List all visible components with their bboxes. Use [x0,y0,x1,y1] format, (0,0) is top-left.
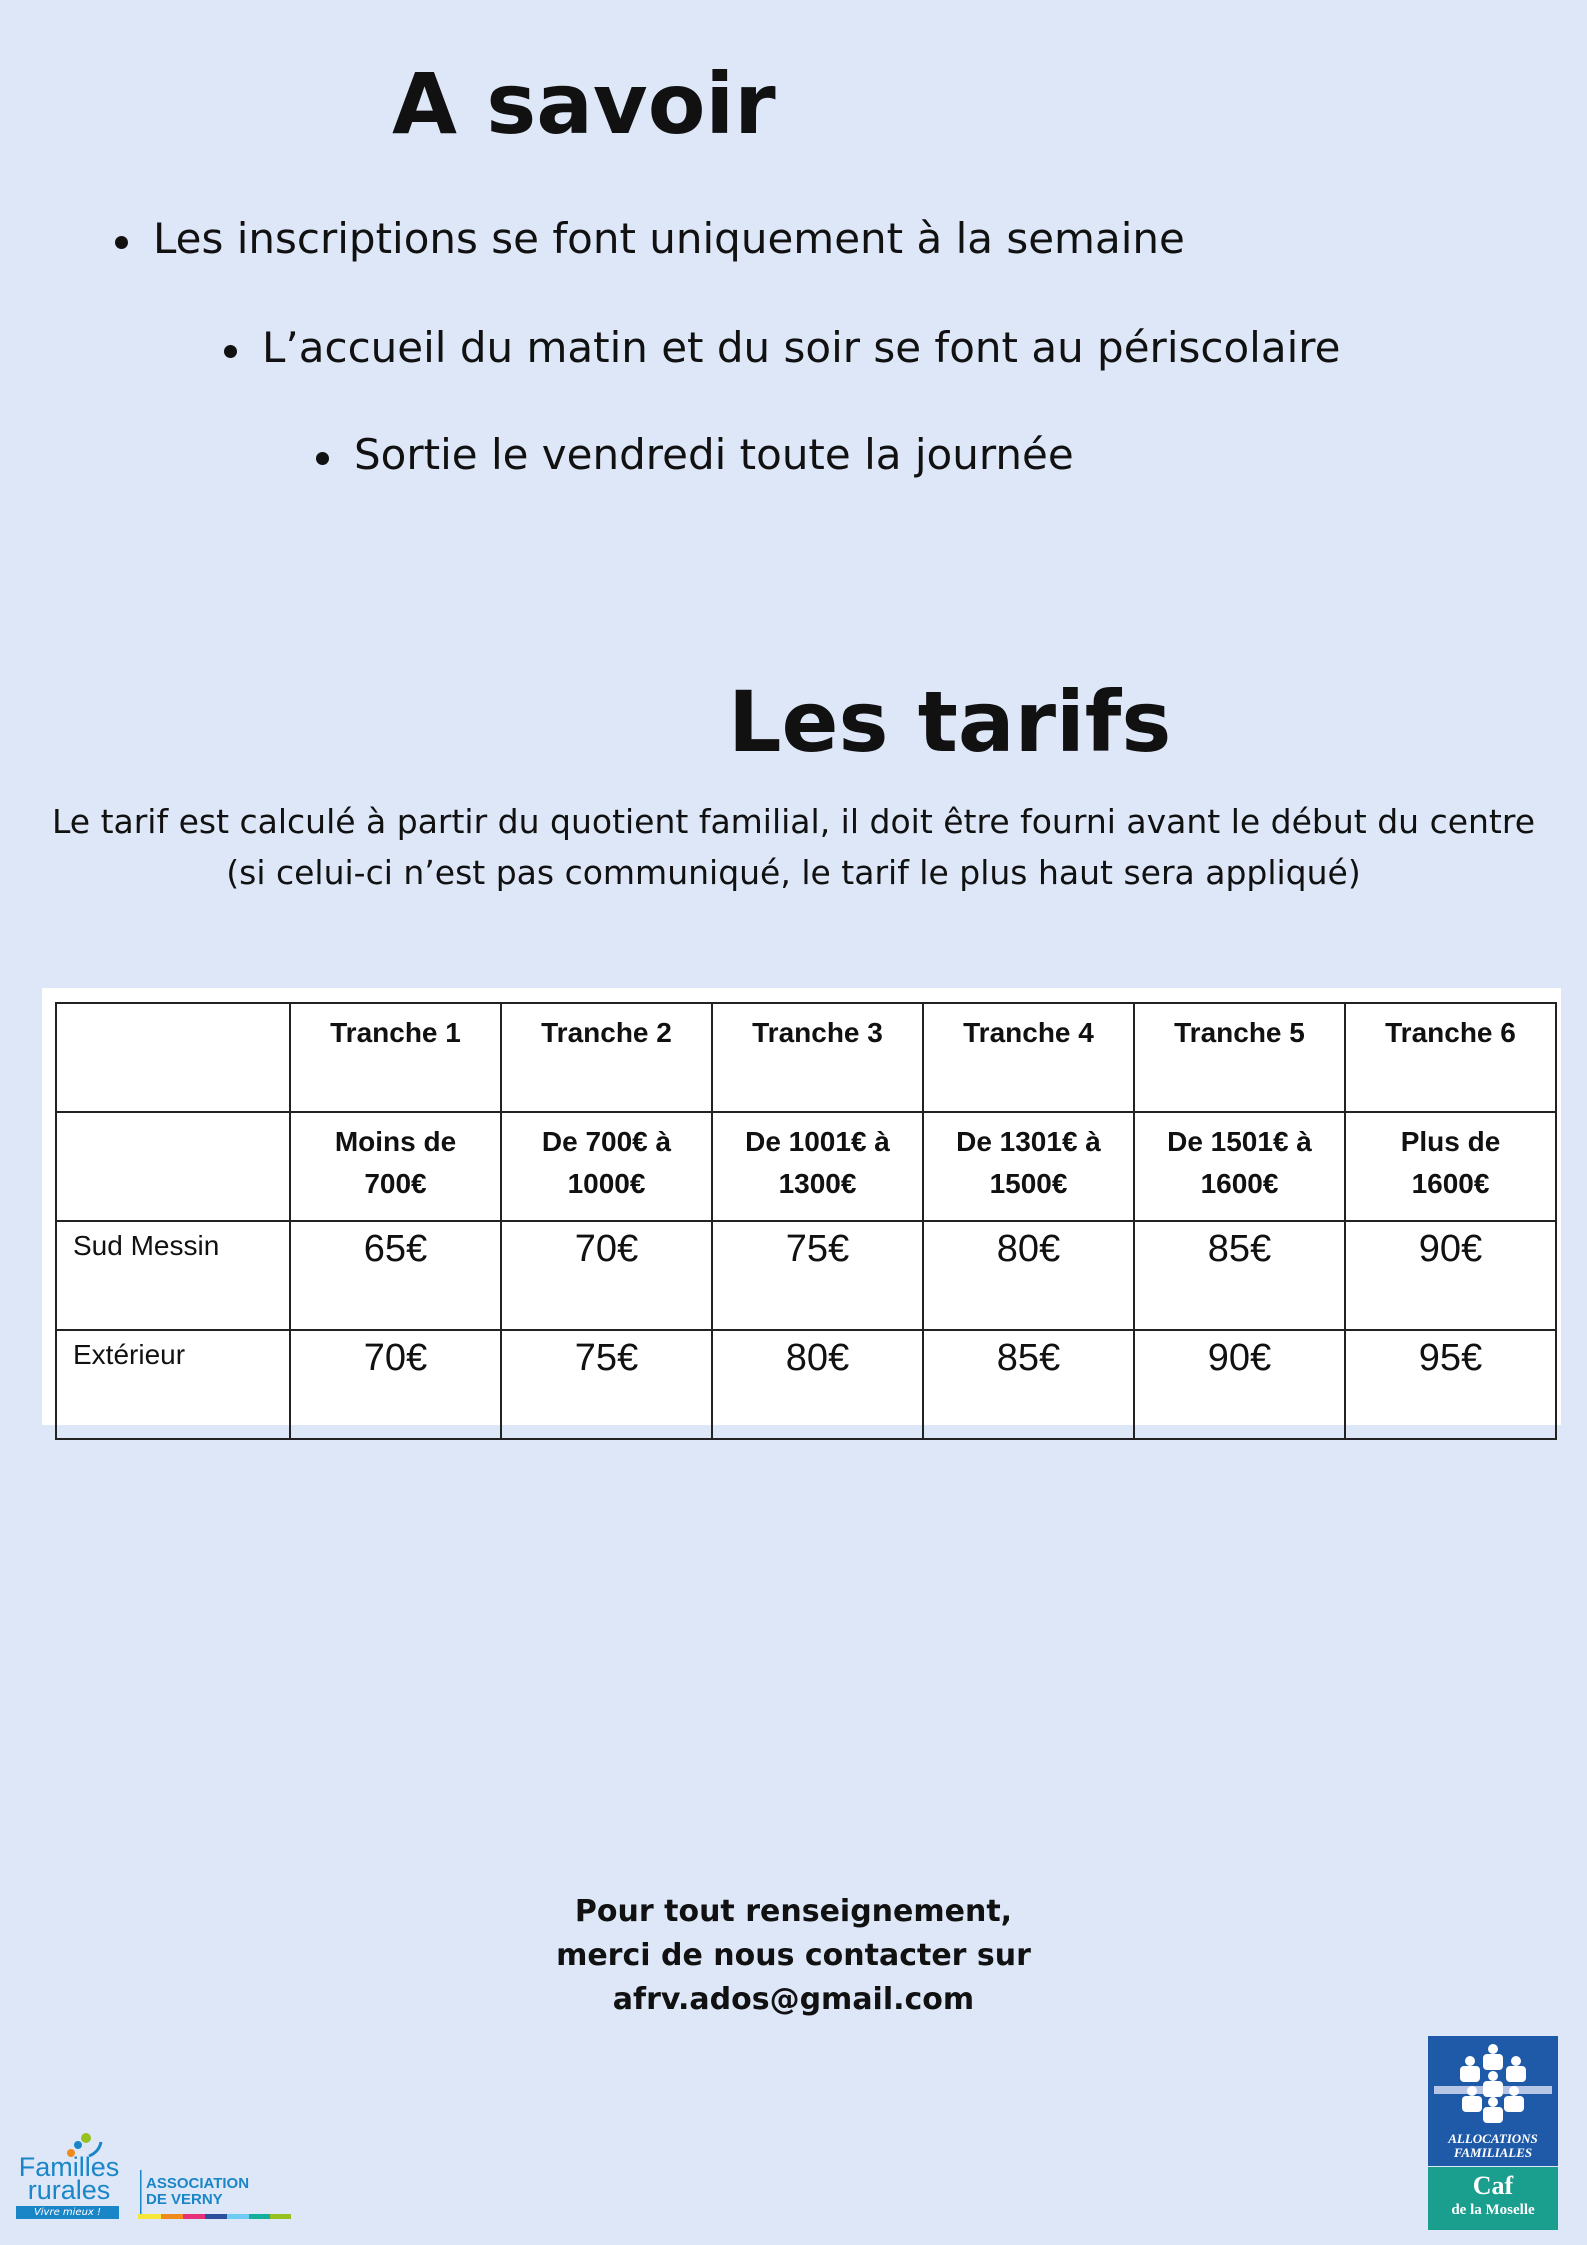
price-cell: 90€ [1133,1329,1346,1440]
price-cell: 75€ [500,1329,713,1440]
price-cell: 75€ [711,1220,924,1331]
caf-name: Caf [1472,2171,1514,2200]
tarifs-description: Le tarif est calculé à partir du quotien… [0,796,1587,898]
caf-text: ALLOCATIONS [1448,2131,1538,2146]
caf-children-icon [1434,2044,1552,2123]
caf-logo: ALLOCATIONS FAMILIALES Caf de la Moselle [1428,2036,1558,2230]
tranche-header: Tranche 6 [1344,1002,1557,1113]
table-cell-empty [55,1111,291,1222]
range-line: 1600€ [1411,1168,1490,1199]
table-cell-empty [55,1002,291,1113]
range-line: 1600€ [1200,1168,1279,1199]
range-line: Plus de [1400,1126,1501,1157]
range-line: De 700€ à [541,1126,672,1157]
price-cell: 90€ [1344,1220,1557,1331]
price-cell: 70€ [289,1329,502,1440]
tranche-range: De 1001€ à 1300€ [711,1111,924,1222]
table-row: Extérieur 70€ 75€ 80€ 85€ 90€ 95€ [55,1329,1557,1440]
tarifs-table-container: Tranche 1 Tranche 2 Tranche 3 Tranche 4 Tran… [42,988,1561,1440]
familles-rurales-figure-icon [16,2133,291,2219]
bullet-item: Sortie le vendredi toute la journée [316,430,1074,479]
range-line: 1000€ [567,1168,646,1199]
bullet-item: Les inscriptions se font uniquement à la… [115,214,1185,263]
contact-email: afrv.ados@gmail.com [612,1982,975,2017]
tranche-range: De 1301€ à 1500€ [922,1111,1135,1222]
description-line: Le tarif est calculé à partir du quotien… [51,802,1536,841]
contact-line: Pour tout renseignement, [574,1894,1013,1929]
contact-line: merci de nous contacter sur [556,1938,1031,1973]
range-line: De 1301€ à [956,1126,1101,1157]
savoir-title: A savoir [392,55,776,153]
range-line: 700€ [364,1168,427,1199]
range-line: 1300€ [778,1168,857,1199]
tranche-header: Tranche 2 [500,1002,713,1113]
price-cell: 85€ [1133,1220,1346,1331]
tranche-header: Tranche 1 [289,1002,502,1113]
tranche-range: Moins de 700€ [289,1111,502,1222]
caf-text: FAMILIALES [1453,2145,1533,2160]
row-label: Extérieur [55,1329,291,1440]
tarifs-table: Tranche 1 Tranche 2 Tranche 3 Tranche 4 Tran… [55,1002,1557,1440]
tranche-header: Tranche 4 [922,1002,1135,1113]
price-cell: 80€ [922,1220,1135,1331]
logo-text: Familles [18,2152,120,2182]
price-cell: 65€ [289,1220,502,1331]
range-line: De 1001€ à [745,1126,890,1157]
caf-sub: de la Moselle [1451,2202,1535,2218]
logo-slogan: Vivre mieux ! [33,2207,102,2218]
price-cell: 70€ [500,1220,713,1331]
price-cell: 95€ [1344,1329,1557,1440]
logo-text: rurales [27,2175,111,2205]
table-row: Moins de 700€ De 700€ à 1000€ De 1001€ à 1300… [55,1111,1557,1222]
range-line: De 1501€ à [1167,1126,1312,1157]
price-cell: 80€ [711,1329,924,1440]
price-cell: 85€ [922,1329,1135,1440]
tranche-header: Tranche 5 [1133,1002,1346,1113]
familles-rurales-logo: Familles rurales Vivre mieux ! ASSOCIATI… [14,2130,294,2230]
description-line: (si celui-ci n’est pas communiqué, le ta… [226,853,1361,892]
tranche-range: Plus de 1600€ [1344,1111,1557,1222]
table-row: Tranche 1 Tranche 2 Tranche 3 Tranche 4 Tran… [55,1002,1557,1113]
row-label: Sud Messin [55,1220,291,1331]
tranche-range: De 700€ à 1000€ [500,1111,713,1222]
range-line: Moins de [334,1126,457,1157]
logo-text: DE VERNY [146,2191,223,2208]
tranche-range: De 1501€ à 1600€ [1133,1111,1346,1222]
tarifs-title: Les tarifs [728,673,1172,771]
logo-text: ASSOCIATION [146,2175,250,2192]
range-line: 1500€ [989,1168,1068,1199]
tranche-header: Tranche 3 [711,1002,924,1113]
contact-info: Pour tout renseignement, merci de nous c… [0,1890,1587,2022]
bullet-item: L’accueil du matin et du soir se font au… [223,323,1341,372]
table-row: Sud Messin 65€ 70€ 75€ 80€ 85€ 90€ [55,1220,1557,1331]
